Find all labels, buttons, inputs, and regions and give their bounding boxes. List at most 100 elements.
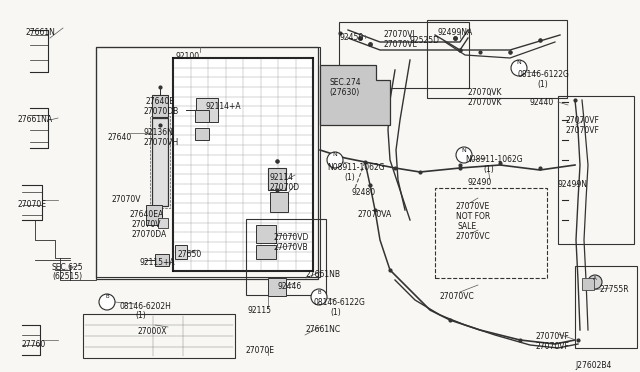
Text: 27070VB: 27070VB [273, 243, 308, 252]
Text: (1): (1) [344, 173, 355, 182]
Text: 92490: 92490 [468, 178, 492, 187]
Bar [256, 245, 276, 259]
Text: 08146-6122G: 08146-6122G [518, 70, 570, 79]
Text: 92480: 92480 [352, 188, 376, 197]
Bar [146, 205, 162, 225]
Bar [195, 110, 209, 122]
Text: 92499NA: 92499NA [437, 28, 472, 37]
Bar [150, 116, 170, 208]
Text: 27070VA: 27070VA [358, 210, 392, 219]
Text: SEC.274: SEC.274 [329, 78, 360, 87]
Text: SEC.625: SEC.625 [52, 263, 84, 272]
Text: 27650: 27650 [177, 250, 201, 259]
Text: A: A [593, 276, 597, 280]
Text: 27070V: 27070V [132, 220, 161, 229]
Text: 27070E: 27070E [245, 346, 274, 355]
Text: 27000X: 27000X [138, 327, 168, 336]
Text: B: B [317, 289, 321, 295]
Text: 27070VC: 27070VC [440, 292, 475, 301]
Circle shape [588, 275, 602, 289]
Text: N: N [333, 153, 337, 157]
Text: 27661NC: 27661NC [305, 325, 340, 334]
Text: 27640E: 27640E [145, 97, 174, 106]
Text: (1): (1) [537, 80, 548, 89]
Bar [575, 266, 637, 348]
Text: 27661NA: 27661NA [18, 115, 53, 124]
Text: (1): (1) [135, 311, 146, 320]
Text: N: N [516, 61, 522, 65]
Bar [246, 219, 326, 295]
Bar [435, 188, 547, 278]
Text: 27070VK: 27070VK [468, 88, 502, 97]
Bar [270, 192, 288, 212]
Text: 27640EA: 27640EA [130, 210, 164, 219]
Text: 27070E: 27070E [18, 200, 47, 209]
Text: 27755R: 27755R [600, 285, 630, 294]
Text: 27070VF: 27070VF [565, 126, 599, 135]
Text: 08146-6202H: 08146-6202H [119, 302, 171, 311]
Text: 92499N: 92499N [558, 180, 588, 189]
Circle shape [311, 289, 327, 305]
Bar [175, 245, 187, 259]
Polygon shape [320, 65, 390, 125]
Bar [582, 278, 594, 290]
Text: 27661N: 27661N [26, 28, 56, 37]
Bar [196, 98, 218, 122]
Text: 92114+A: 92114+A [205, 102, 241, 111]
Text: N08911-1062G: N08911-1062G [465, 155, 523, 164]
Text: 27070VL: 27070VL [383, 30, 417, 39]
Text: SALE: SALE [458, 222, 477, 231]
Circle shape [456, 147, 472, 163]
Text: 27070VK: 27070VK [468, 98, 502, 107]
Text: 27070VC: 27070VC [456, 232, 491, 241]
Text: 92446: 92446 [278, 282, 302, 291]
Bar [256, 225, 276, 243]
Bar [155, 254, 169, 266]
Text: 27070DB: 27070DB [143, 107, 179, 116]
Bar [83, 314, 235, 358]
Text: (1): (1) [330, 308, 340, 317]
Text: 08146-6122G: 08146-6122G [313, 298, 365, 307]
Bar [152, 118, 168, 206]
Bar [96, 47, 320, 277]
Text: 92115: 92115 [248, 306, 272, 315]
Text: 27070VF: 27070VF [535, 342, 569, 351]
Text: J27602B4: J27602B4 [575, 361, 611, 370]
Text: 92114: 92114 [270, 173, 294, 182]
Text: 27070VD: 27070VD [273, 233, 308, 242]
Text: (1): (1) [483, 165, 493, 174]
Text: 27070D: 27070D [270, 183, 300, 192]
Bar [427, 20, 567, 98]
Circle shape [327, 152, 343, 168]
Text: 27070VF: 27070VF [535, 332, 569, 341]
Text: (62515): (62515) [52, 272, 82, 281]
Bar [158, 218, 168, 228]
Bar [268, 278, 286, 296]
Bar [96, 47, 318, 279]
Bar [268, 168, 286, 190]
Text: 27070V: 27070V [112, 195, 141, 204]
Bar [339, 22, 469, 88]
Text: 92450: 92450 [340, 33, 364, 42]
Text: NOT FOR: NOT FOR [456, 212, 490, 221]
Text: 92100: 92100 [175, 52, 199, 61]
Bar [195, 128, 209, 140]
Bar [558, 96, 634, 244]
Text: 27070VH: 27070VH [143, 138, 179, 147]
Text: 92115+A: 92115+A [140, 258, 175, 267]
Text: (27630): (27630) [329, 88, 359, 97]
Text: B: B [105, 295, 109, 299]
Text: 27070VE: 27070VE [456, 202, 490, 211]
Text: 27661NB: 27661NB [305, 270, 340, 279]
Text: 27070VF: 27070VF [565, 116, 599, 125]
Text: N08911-1062G: N08911-1062G [327, 163, 385, 172]
Text: 27760: 27760 [22, 340, 46, 349]
Text: 27640: 27640 [108, 133, 132, 142]
Text: 27070DA: 27070DA [132, 230, 167, 239]
Circle shape [511, 60, 527, 76]
Text: 92440: 92440 [530, 98, 554, 107]
Text: 92525D: 92525D [409, 36, 439, 45]
Bar [152, 95, 168, 117]
Text: 92136N: 92136N [143, 128, 173, 137]
Text: N: N [461, 148, 467, 153]
